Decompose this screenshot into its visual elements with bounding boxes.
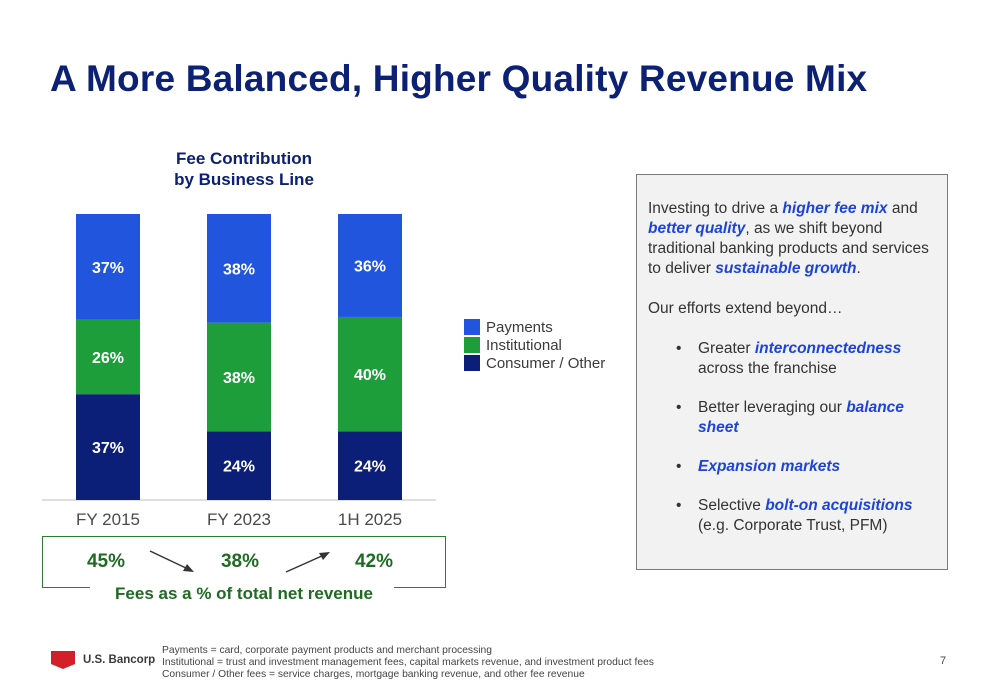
fees-box-bottom-border-right bbox=[394, 587, 446, 588]
bar-data-label: 40% bbox=[354, 367, 386, 384]
bar-segment bbox=[338, 316, 402, 432]
emphasis-text: sustainable growth bbox=[715, 260, 857, 277]
bullet-icon: • bbox=[676, 340, 682, 357]
footnote-consumer-other: Consumer / Other fees = service charges,… bbox=[162, 669, 585, 681]
footnotes: Payments = card, corporate payment produ… bbox=[162, 645, 654, 682]
emphasis-text: balance sheet bbox=[698, 399, 904, 436]
body-text: and bbox=[887, 200, 918, 217]
body-text: (e.g. Corporate Trust, PFM) bbox=[698, 517, 888, 534]
fee-pct-1h2025: 42% bbox=[354, 551, 394, 572]
bar-data-label: 37% bbox=[92, 260, 124, 277]
bar-data-label: 24% bbox=[354, 459, 386, 476]
emphasis-text: interconnectedness bbox=[754, 340, 902, 357]
page-number: 7 bbox=[940, 655, 947, 667]
body-text: , as we shift beyond traditional banking… bbox=[648, 220, 929, 277]
body-text: Investing to drive a bbox=[648, 200, 783, 217]
bar-data-label: 38% bbox=[223, 370, 255, 387]
logo-text: U.S. Bancorp bbox=[83, 654, 156, 666]
chart-title-line-1: Fee Contribution bbox=[176, 149, 312, 168]
footnote-institutional: Institutional = trust and investment man… bbox=[162, 657, 654, 669]
fees-box-bottom-border-left bbox=[42, 587, 90, 588]
emphasis-text: higher fee mix bbox=[782, 200, 888, 217]
fee-pct-fy2023: 38% bbox=[220, 551, 260, 572]
bar-segment bbox=[76, 319, 140, 395]
company-logo: U.S. Bancorp bbox=[50, 650, 155, 670]
body-text: Greater bbox=[698, 340, 755, 357]
strategy-panel: Investing to drive a higher fee mix and … bbox=[636, 174, 948, 570]
legend-label-institutional: Institutional bbox=[486, 336, 562, 354]
bullet-icon: • bbox=[676, 399, 682, 416]
bar-segment bbox=[207, 214, 271, 323]
shield-logo-icon bbox=[51, 651, 75, 669]
footnote-payments: Payments = card, corporate payment produ… bbox=[162, 645, 492, 656]
body-text: . bbox=[856, 260, 861, 277]
x-tick-label: 1H 2025 bbox=[338, 510, 402, 529]
legend-item-institutional: Institutional bbox=[464, 336, 605, 354]
panel-bullet-list: • Greater interconnectedness across the f… bbox=[648, 339, 935, 536]
chart-title: Fee Contribution by Business Line bbox=[130, 148, 358, 190]
bar-data-label: 38% bbox=[223, 261, 255, 278]
bar-data-label: 26% bbox=[92, 350, 124, 367]
emphasis-text: bolt-on acquisitions bbox=[765, 497, 913, 514]
emphasis-text: Expansion markets bbox=[698, 458, 841, 475]
body-text: Selective bbox=[698, 497, 766, 514]
chart-title-line-2: by Business Line bbox=[174, 170, 314, 189]
legend-label-payments: Payments bbox=[486, 318, 553, 336]
emphasis-text: better quality bbox=[648, 220, 746, 237]
trend-up-arrow-icon bbox=[285, 552, 330, 573]
bar-segment bbox=[76, 214, 140, 320]
legend-swatch-payments bbox=[464, 319, 480, 335]
bullet-icon: • bbox=[676, 497, 682, 514]
fees-box-top-border bbox=[42, 536, 446, 537]
page-title: A More Balanced, Higher Quality Revenue … bbox=[50, 58, 868, 99]
fee-pct-fy2015: 45% bbox=[86, 551, 126, 572]
bar-segment bbox=[76, 394, 140, 500]
trend-down-arrow-icon bbox=[149, 550, 194, 572]
body-text: Better leveraging our bbox=[698, 399, 847, 416]
x-tick-label: FY 2015 bbox=[76, 510, 140, 529]
bar-segment bbox=[207, 431, 271, 500]
bar-segment bbox=[207, 322, 271, 432]
panel-bullet-item: • Expansion markets bbox=[676, 457, 935, 477]
fees-percentage-box bbox=[42, 536, 446, 588]
bar-data-label: 37% bbox=[92, 440, 124, 457]
panel-bullet-item: • Selective bolt-on acquisitions (e.g. Co… bbox=[676, 496, 935, 536]
panel-lead-text: Our efforts extend beyond… bbox=[648, 300, 843, 317]
panel-bullet-item: • Greater interconnectedness across the f… bbox=[676, 339, 935, 379]
legend-item-consumer-other: Consumer / Other bbox=[464, 354, 605, 372]
x-tick-label: FY 2023 bbox=[207, 510, 271, 529]
panel-bullet-item: • Better leveraging our balance sheet bbox=[676, 398, 935, 438]
legend-label-consumer-other: Consumer / Other bbox=[486, 354, 606, 372]
chart-legend: Payments Institutional Consumer / Other bbox=[464, 318, 605, 372]
bullet-icon: • bbox=[676, 458, 682, 475]
bar-data-label: 36% bbox=[354, 258, 386, 275]
legend-swatch-institutional bbox=[464, 337, 480, 353]
legend-swatch-consumer-other bbox=[464, 355, 480, 371]
legend-item-payments: Payments bbox=[464, 318, 605, 336]
fees-caption: Fees as a % of total net revenue bbox=[94, 584, 394, 604]
bar-data-label: 24% bbox=[223, 459, 255, 476]
bar-segment bbox=[338, 431, 402, 500]
panel-intro-text: Investing to drive a higher fee mix and … bbox=[648, 199, 935, 279]
bar-segment bbox=[338, 214, 402, 317]
body-text: across the franchise bbox=[698, 360, 837, 377]
